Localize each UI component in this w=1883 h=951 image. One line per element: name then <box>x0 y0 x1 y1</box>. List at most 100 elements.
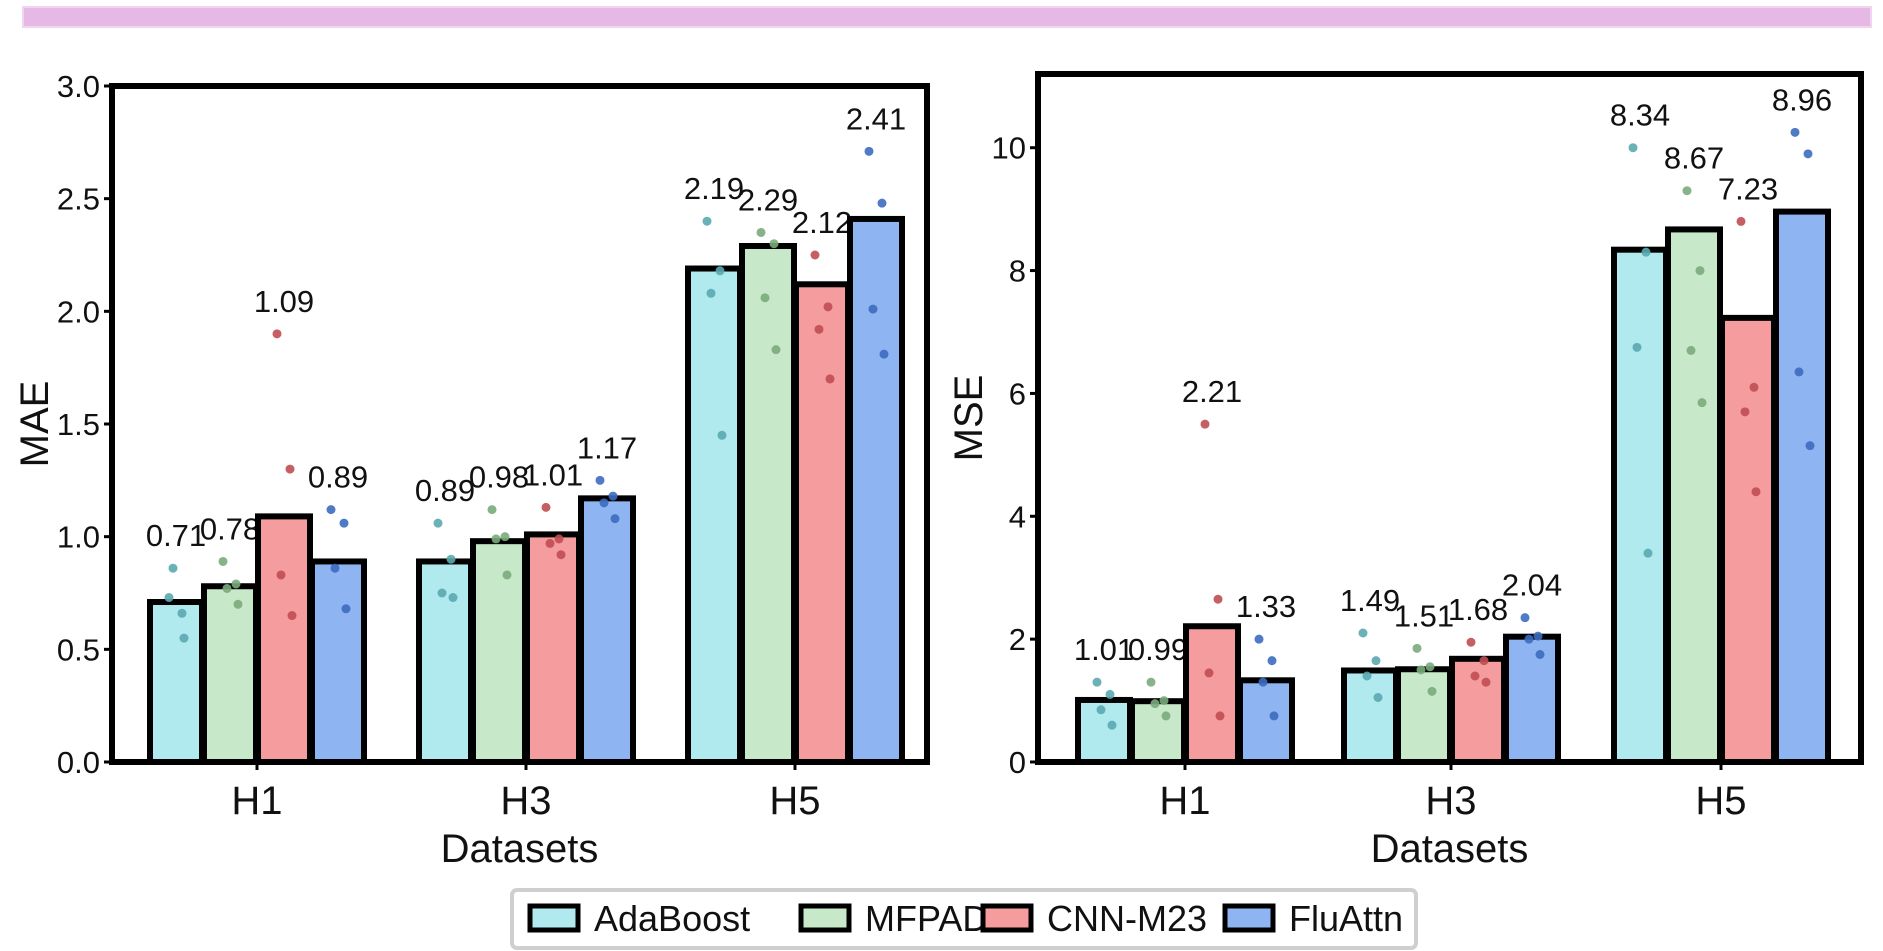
data-point <box>1751 487 1761 497</box>
bar-cnn-m23-h3 <box>524 531 582 765</box>
data-point <box>1254 634 1264 644</box>
data-label: 1.68 <box>1448 592 1508 627</box>
data-label: 8.34 <box>1610 98 1670 133</box>
data-label: 1.33 <box>1236 589 1296 624</box>
data-point <box>1749 382 1759 392</box>
data-label: 7.23 <box>1718 171 1778 206</box>
data-point <box>1736 216 1746 226</box>
data-point <box>487 505 497 515</box>
y-tick-label: 2.0 <box>57 294 100 329</box>
data-label: 0.78 <box>200 511 260 546</box>
data-point <box>717 430 727 440</box>
data-point <box>1470 671 1480 681</box>
data-label: 2.04 <box>1502 568 1562 603</box>
y-tick-label: 1.5 <box>57 407 100 442</box>
data-label: 8.67 <box>1664 141 1724 176</box>
y-tick-label: 10 <box>992 131 1026 166</box>
data-point <box>1269 711 1279 721</box>
data-point <box>433 518 443 528</box>
bar-fluattn-h5 <box>1773 208 1831 766</box>
bar-fluattn-h3 <box>1503 633 1561 766</box>
bar-cnn-m23-h1 <box>255 513 313 765</box>
x-category-label: H3 <box>500 779 551 823</box>
y-tick-label: 3.0 <box>57 69 100 104</box>
data-point <box>1161 711 1171 721</box>
data-point <box>702 216 712 226</box>
data-point <box>1215 711 1225 721</box>
data-point <box>1105 689 1115 699</box>
data-point <box>339 518 349 528</box>
data-point <box>864 146 874 156</box>
data-point <box>715 266 725 276</box>
bar-mfpad-h1 <box>201 583 259 765</box>
data-label: 2.12 <box>792 205 852 240</box>
y-tick-label: 4 <box>1009 499 1026 534</box>
data-point <box>437 588 447 598</box>
data-label: 2.19 <box>684 171 744 206</box>
bar-fluattn-h1 <box>1237 677 1295 765</box>
y-tick-label: 8 <box>1009 254 1026 289</box>
bar-mfpad-h5 <box>739 242 797 765</box>
data-label: 1.51 <box>1394 598 1454 633</box>
data-label: 0.89 <box>415 473 475 508</box>
data-point <box>1107 720 1117 730</box>
data-point <box>760 293 770 303</box>
data-point <box>1362 671 1372 681</box>
data-point <box>1682 186 1692 196</box>
y-tick-label: 2 <box>1009 622 1026 657</box>
data-point <box>810 250 820 260</box>
data-point <box>222 583 232 593</box>
bar-mfpad-h1 <box>1129 698 1187 766</box>
x-category-label: H5 <box>769 779 820 823</box>
data-point <box>330 563 340 573</box>
data-label: 2.29 <box>738 182 798 217</box>
legend-label: AdaBoost <box>594 898 750 939</box>
data-point <box>1533 631 1543 641</box>
data-point <box>448 593 458 603</box>
data-point <box>1146 677 1156 687</box>
bar-adaboost-h3 <box>1341 667 1399 766</box>
data-point <box>1358 628 1368 638</box>
bar-cnn-m23-h5 <box>793 281 851 765</box>
data-label: 1.09 <box>254 284 314 319</box>
x-category-label: H5 <box>1695 779 1746 823</box>
data-point <box>825 374 835 384</box>
data-label: 1.01 <box>1074 632 1134 667</box>
bar-fluattn-h1 <box>309 558 367 765</box>
data-point <box>610 514 620 524</box>
bar-mfpad-h3 <box>1395 666 1453 765</box>
data-point <box>1371 656 1381 666</box>
mae-chart: 0.0 0.5 1.0 1.5 2.0 2.5 3.0 0.71 0.89 2.19 0.78 0.9… <box>13 69 930 871</box>
data-point <box>218 556 228 566</box>
data-point <box>1790 127 1800 137</box>
data-label: 2.21 <box>1182 374 1242 409</box>
data-point <box>1643 548 1653 558</box>
data-point <box>877 198 887 208</box>
data-point <box>608 491 618 501</box>
data-point <box>879 349 889 359</box>
bar-adaboost-h5 <box>685 265 743 765</box>
data-point <box>541 502 551 512</box>
bar-fluattn-h3 <box>578 495 636 765</box>
legend-swatch-mfpad <box>798 903 852 933</box>
data-point <box>1697 398 1707 408</box>
bar-adaboost-h1 <box>147 599 205 765</box>
data-point <box>1805 441 1815 451</box>
data-point <box>1258 677 1268 687</box>
data-point <box>1267 656 1277 666</box>
data-point <box>814 324 824 334</box>
x-axis-title: Datasets <box>441 827 599 871</box>
data-point <box>1794 367 1804 377</box>
data-point <box>556 550 566 560</box>
data-point <box>1479 656 1489 666</box>
data-point <box>285 464 295 474</box>
data-label: 8.96 <box>1772 82 1832 117</box>
data-point <box>1096 705 1106 715</box>
data-label: 0.89 <box>308 460 368 495</box>
bar-cnn-m23-h1 <box>1183 623 1241 765</box>
bar-adaboost-h5 <box>1611 246 1669 765</box>
data-point <box>1641 247 1651 257</box>
data-point <box>164 593 174 603</box>
mse-chart: 0 2 4 6 8 10 1.01 1.49 8.34 0.99 1.51 8.67 2.21 1.68 7… <box>947 71 1864 871</box>
